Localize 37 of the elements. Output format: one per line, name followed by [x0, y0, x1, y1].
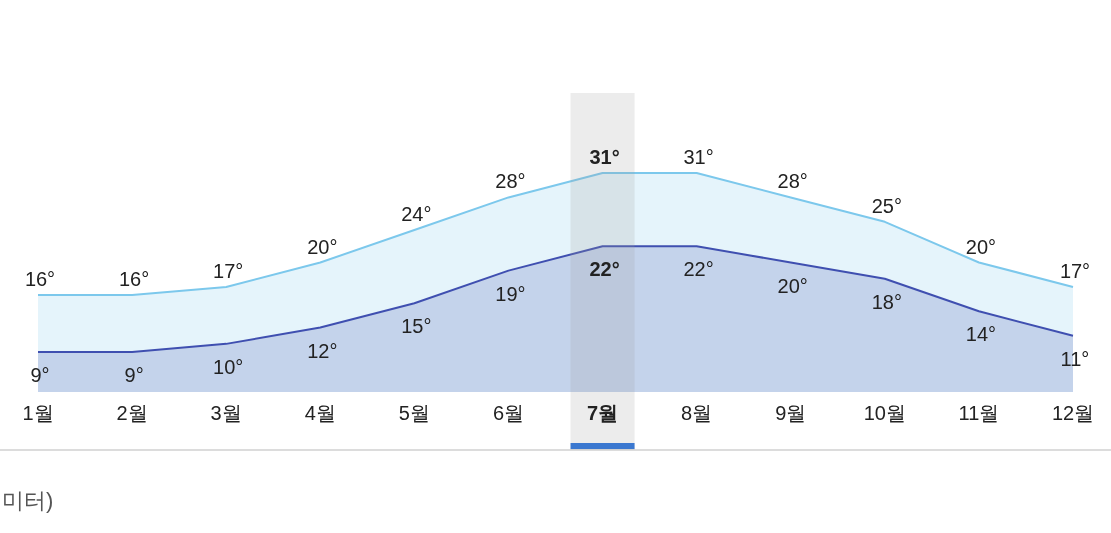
data-label: 15°: [401, 315, 432, 338]
data-label: 17°: [213, 259, 244, 282]
data-label: 11°: [1060, 347, 1090, 370]
data-label: 20°: [777, 274, 808, 297]
data-label: 17°: [1059, 259, 1091, 282]
data-label: 22°: [683, 258, 714, 281]
data-label: 12°: [307, 339, 338, 362]
data-label: 16°: [24, 268, 56, 291]
x-tick-label: 11월: [958, 402, 1000, 424]
x-tick-label: 10월: [863, 402, 906, 424]
data-label: 28°: [777, 170, 808, 193]
data-label: 18°: [871, 290, 902, 313]
x-tick-label: 6월: [492, 402, 525, 424]
x-tick-label: 1월: [22, 402, 54, 424]
data-label: 31°: [683, 146, 714, 168]
x-tick-label: 4월: [304, 402, 336, 424]
x-tick-label: 9월: [775, 402, 807, 424]
x-tick-label: 2월: [116, 402, 148, 424]
data-label: 10°: [213, 355, 244, 378]
data-label: 20°: [965, 235, 997, 258]
data-label: 20°: [307, 235, 338, 258]
x-tick-label: 3월: [210, 402, 242, 424]
data-label: 9°: [124, 364, 144, 386]
x-tick-label: 5월: [398, 402, 430, 424]
data-label: 25°: [871, 194, 902, 217]
x-tick-label: 7월: [586, 402, 619, 424]
data-label: 22°: [589, 258, 620, 281]
x-tick-label: 12월: [1051, 402, 1095, 424]
data-label: 9°: [30, 364, 50, 386]
data-label: 31°: [589, 146, 620, 168]
data-label: 28°: [495, 170, 526, 193]
data-label: 24°: [401, 202, 432, 225]
data-label: 19°: [495, 282, 526, 305]
text: 미터): [2, 488, 54, 513]
data-label: 14°: [965, 323, 997, 346]
x-tick-label: 8월: [681, 402, 713, 424]
data-label: 16°: [118, 268, 150, 291]
